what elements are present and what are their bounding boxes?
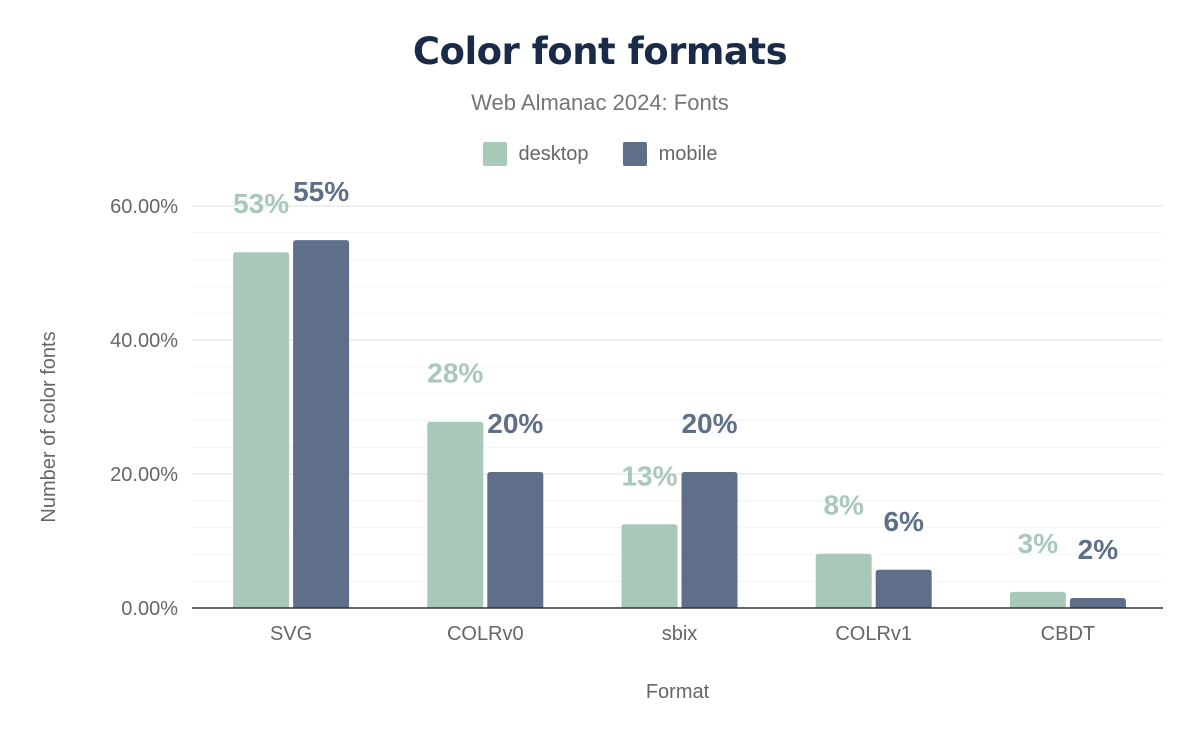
y-tick-label: 40.00% (110, 330, 178, 352)
bar-mobile (487, 471, 544, 608)
data-label-desktop: 13% (621, 460, 677, 491)
bar-desktop (233, 252, 290, 609)
bar-desktop (815, 553, 872, 608)
data-label-mobile: 20% (681, 408, 737, 439)
data-label-desktop: 3% (1018, 528, 1059, 559)
x-tick-label: SVG (270, 623, 312, 645)
data-label-mobile: 6% (883, 506, 924, 537)
x-tick-label: COLRv1 (835, 623, 912, 645)
bar-mobile (681, 471, 738, 608)
data-label-mobile: 55% (293, 176, 349, 207)
legend-label: desktop (518, 142, 589, 165)
legend-swatch-mobile (622, 142, 647, 166)
legend-item-mobile[interactable]: mobile (622, 142, 718, 166)
bar-desktop (427, 421, 484, 608)
data-label-mobile: 2% (1078, 534, 1119, 565)
x-tick-label: CBDT (1041, 623, 1095, 645)
y-axis-title: Number of color fonts (38, 331, 60, 522)
data-label-mobile: 20% (487, 408, 543, 439)
legend-item-desktop[interactable]: desktop (482, 142, 589, 166)
bar-mobile (875, 569, 932, 608)
data-label-desktop: 8% (823, 490, 864, 521)
chart-title: Color font formats (412, 30, 788, 73)
data-label-desktop: 28% (427, 358, 483, 389)
chart-subtitle: Web Almanac 2024: Fonts (471, 90, 729, 115)
x-axis-title: Format (646, 681, 710, 703)
x-tick-label: sbix (662, 623, 698, 645)
legend-label: mobile (658, 142, 718, 165)
data-label-desktop: 53% (233, 188, 289, 219)
y-tick-label: 0.00% (121, 598, 178, 620)
legend: desktop mobile (0, 142, 1200, 166)
x-tick-label: COLRv0 (447, 623, 524, 645)
bar-desktop (621, 524, 678, 608)
bar-desktop (1009, 591, 1066, 608)
y-tick-label: 60.00% (110, 196, 178, 218)
y-tick-label: 20.00% (110, 464, 178, 486)
bar-mobile (293, 240, 350, 609)
legend-swatch-desktop (482, 142, 507, 166)
bar-mobile (1069, 597, 1126, 608)
